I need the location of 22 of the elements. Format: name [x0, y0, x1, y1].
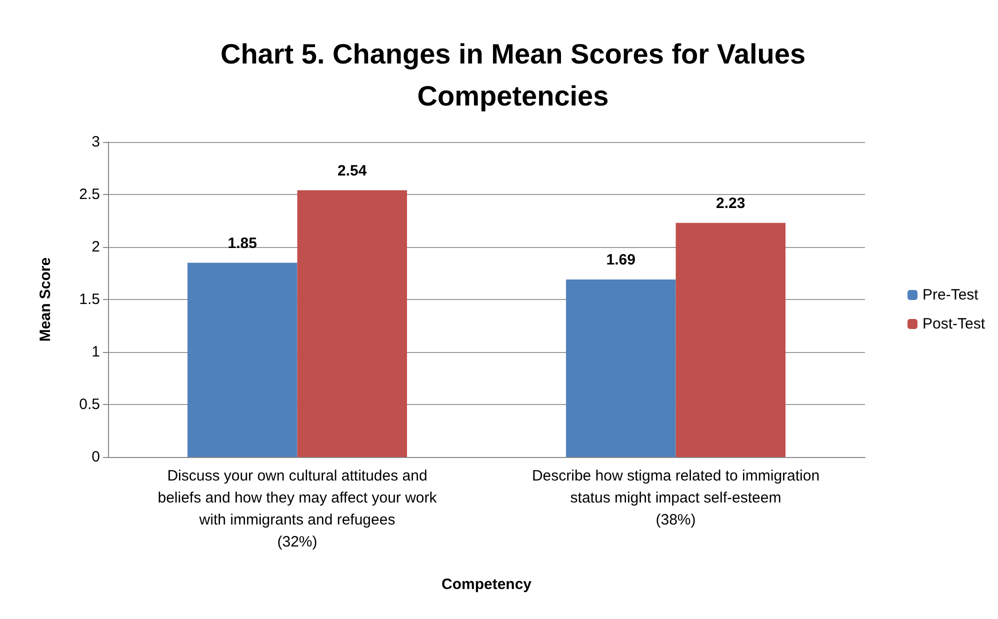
data-label: 1.85	[228, 234, 257, 252]
legend-label: Pre-Test	[922, 286, 980, 304]
x-tick-label: Discuss your own cultural attitudes and beliefs and how they may affect your work with immigrants and refugees (32%)	[158, 468, 438, 550]
legend-label: Post-Test	[922, 316, 986, 332]
bar	[676, 222, 786, 457]
chart-title: Chart 5. Changes in Mean Scores for Values Competencies	[220, 38, 806, 112]
y-tick-label: 0.5	[79, 396, 100, 413]
data-label: 1.69	[606, 252, 636, 269]
y-tick-label: 0	[92, 448, 100, 466]
data-label: 2.23	[716, 194, 746, 212]
y-tick-label: 1.5	[79, 291, 100, 308]
y-tick-label: 3	[92, 134, 100, 150]
data-label: 2.54	[338, 162, 368, 180]
y-tick-label: 2.5	[79, 186, 100, 203]
y-tick-label: 1	[92, 344, 100, 360]
x-tick-label: Describe how stigma related to immigration status might impact self-esteem (38%)	[532, 468, 820, 528]
bar	[187, 262, 298, 457]
bar	[566, 280, 676, 457]
y-axis-title: Mean Score	[37, 257, 54, 342]
bar	[297, 190, 408, 457]
x-axis-title: Competency	[441, 576, 532, 593]
y-tick-label: 2	[92, 238, 100, 256]
